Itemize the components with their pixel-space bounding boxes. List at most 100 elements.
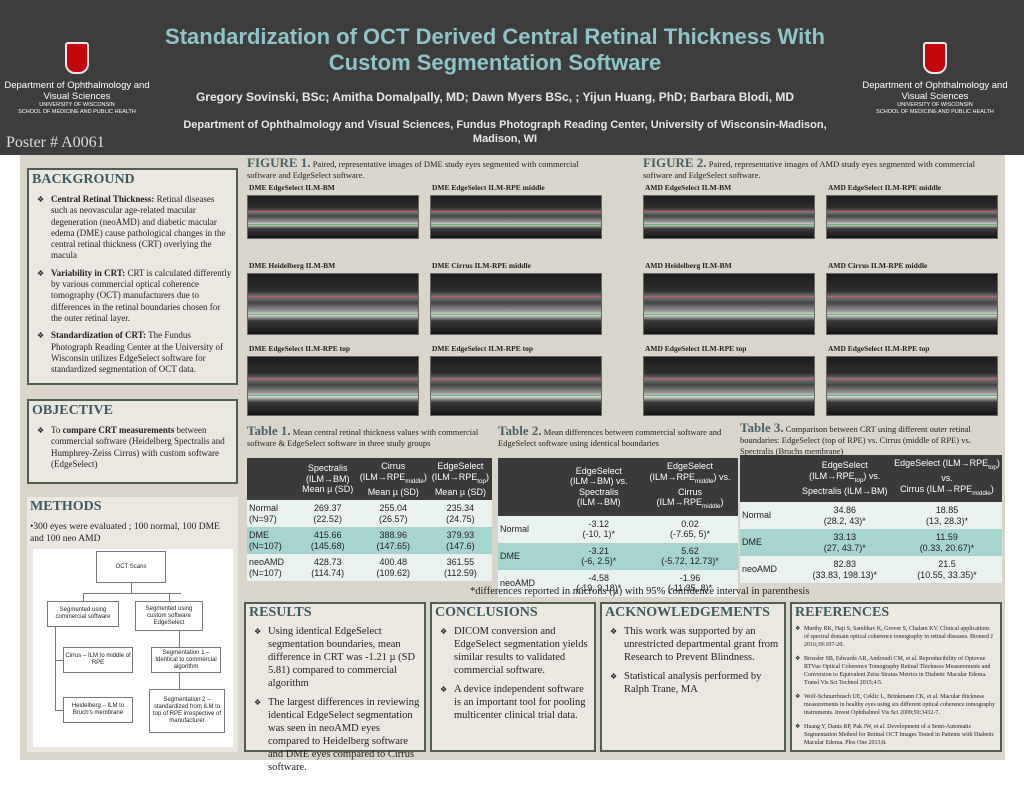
figure: FIGURE 2. Paired, representative images …: [643, 156, 1003, 422]
text-line: (-7.65, 5)*: [644, 529, 736, 540]
subscript: middle: [701, 503, 721, 511]
text: (N=107): [249, 567, 282, 578]
header-row: EdgeSelect (ILM→RPEtop) vs. Spectralis (IL…: [740, 455, 1002, 503]
connector: [169, 593, 170, 601]
cell: -3.21 (-6, 2.5)*: [555, 542, 642, 570]
flow-node: Segmentation 1 – Identical to commercial…: [151, 647, 221, 673]
section-heading: BACKGROUND: [32, 172, 135, 187]
authors: Gregory Sovinski, BSc; Amitha Domalpally…: [195, 90, 795, 104]
logo-department: Department of Ophthalmology and Visual S…: [4, 80, 150, 102]
logo-school: SCHOOL OF MEDICINE AND PUBLIC HEALTH: [876, 109, 994, 115]
cell: 0.02 (-7.65, 5)*: [641, 515, 738, 543]
section-heading: OBJECTIVE: [32, 403, 113, 418]
text-line: (N=107): [249, 568, 296, 579]
bullet: Central Retinal Thickness: Retinal disea…: [37, 194, 232, 262]
text-line: (ILM→RPEtop): [431, 472, 490, 487]
subscript: top: [477, 477, 487, 485]
caption-text: Paired, representative images of DME stu…: [247, 159, 579, 180]
figure-caption: FIGURE 2. Paired, representative images …: [643, 156, 1003, 181]
panel-label: AMD EdgeSelect ILM-RPE top: [828, 344, 930, 353]
text-line: (N=97): [249, 514, 296, 525]
bullet: Statistical analysis performed by Ralph …: [610, 670, 780, 696]
logo-university: UNIVERSITY OF WISCONSIN: [39, 102, 115, 108]
text-line: (ILM→BM): [300, 474, 356, 485]
bullet: Variability in CRT: CRT is calculated di…: [37, 268, 232, 324]
text: ) vs.: [863, 470, 881, 481]
connector: [83, 593, 84, 601]
text: Spectralis (ILM→BM): [802, 486, 888, 497]
text: (114.74): [311, 567, 345, 578]
text: 361.55: [446, 557, 475, 568]
figure: FIGURE 1. Paired, representative images …: [247, 156, 607, 422]
flow-node: Heidelberg – ILM to Bruch's membrane: [63, 697, 133, 723]
text-line: EdgeSelect: [431, 461, 490, 472]
connector: [83, 593, 181, 594]
text: EdgeSelect: [575, 465, 622, 476]
text: 82.83: [833, 559, 857, 570]
text: Cirrus (ILM→RPE: [656, 486, 702, 508]
text: ): [996, 458, 1000, 468]
oct-image: [247, 273, 419, 335]
section-heading: METHODS: [30, 499, 102, 514]
bullet: Standardization of CRT: The Fundus Photo…: [37, 330, 232, 375]
bullet-list: Central Retinal Thickness: Retinal disea…: [29, 194, 236, 375]
oct-image: [430, 356, 602, 416]
title: Standardization of OCT Derived Central R…: [165, 24, 825, 75]
text: Mean µ (SD): [367, 486, 419, 497]
text: (ILM→BM): [305, 473, 350, 484]
text: DME: [500, 550, 520, 561]
subscript: middle: [972, 489, 991, 497]
background-panel: BACKGROUND Central Retinal Thickness: Re…: [27, 168, 238, 385]
text-line: (109.62): [360, 568, 427, 579]
footnote: *differences reported in microns (µ) wit…: [470, 586, 810, 597]
bullet: A device independent software is an impo…: [440, 683, 590, 722]
text-line: To compare CRT measurements between comm…: [51, 425, 225, 469]
cell: Normal: [498, 515, 556, 543]
text: Mean µ (SD): [434, 486, 487, 497]
text-line: (10.55, 33.35)*: [894, 570, 1000, 581]
text-line: Spectralis: [300, 463, 356, 474]
cell: 5.62 (-5.72, 12.73)*: [641, 542, 738, 570]
cell: neoAMD: [498, 569, 556, 597]
text: -3.12: [588, 518, 610, 529]
bullet-list: DICOM conversion and EdgeSelect segmenta…: [432, 625, 594, 722]
row: Normal 34.86 (28.2, 43)* 18.85 (13, 28.3)*: [740, 502, 1002, 530]
cell: 235.34 (24.75): [428, 500, 492, 528]
oct-image: [643, 356, 815, 416]
panel-label: AMD Heidelberg ILM-BM: [645, 261, 732, 270]
text-line: DME: [249, 530, 296, 541]
text-line: (ILM→BM): [558, 497, 640, 508]
panel-label: DME EdgeSelect ILM-RPE top: [249, 344, 351, 353]
text-line: 18.85: [894, 505, 1000, 516]
row: neoAMD 82.83 (33.83, 198.13)* 21.5 (10.55, 3…: [740, 556, 1002, 584]
oct-image: [643, 195, 815, 239]
connector: [179, 673, 180, 689]
text-line: 235.34: [431, 503, 490, 514]
oct-image: [826, 195, 998, 239]
text-line: Normal: [742, 510, 796, 521]
text-line: 34.86: [800, 505, 890, 516]
panel-label: AMD EdgeSelect ILM-BM: [645, 183, 732, 192]
header-cell: Spectralis (ILM→BM) Mean µ (SD): [297, 458, 358, 501]
text: 18.85: [935, 505, 959, 516]
text: 235.34: [446, 503, 475, 514]
header-row: Spectralis (ILM→BM) Mean µ (SD) Cirrus (ILM→…: [247, 458, 492, 501]
table-block: Table 3. Comparison between CRT using di…: [740, 421, 1002, 584]
cell: 428.73 (114.74): [297, 554, 358, 582]
cell: 21.5 (10.55, 33.35)*: [891, 556, 1002, 584]
subscript: top: [988, 463, 997, 471]
cell: 255.04 (26.57): [357, 500, 429, 528]
objective-panel: OBJECTIVE To compare CRT measurements be…: [27, 399, 238, 484]
text: -1.96: [679, 572, 701, 583]
text: vs.: [941, 473, 953, 484]
subscript: middle: [694, 477, 714, 485]
text: (ILM→RPE: [809, 470, 855, 481]
text-line: DME: [500, 551, 554, 562]
row: Normal (N=97) 269.37 (22.52) 255.04 (26.57) 23…: [247, 500, 492, 528]
flowchart: OCT Scans Segmented using commercial soft…: [33, 549, 233, 747]
bullet: This work was supported by an unrestrict…: [610, 625, 780, 664]
text-line: Cirrus (ILM→RPEmiddle): [644, 487, 736, 513]
bullet: Murthy RK, Haji S, Sambhav K, Grover S, …: [795, 625, 996, 649]
table-label: Table 2.: [498, 423, 542, 438]
text-line: (-6, 2.5)*: [558, 556, 640, 567]
